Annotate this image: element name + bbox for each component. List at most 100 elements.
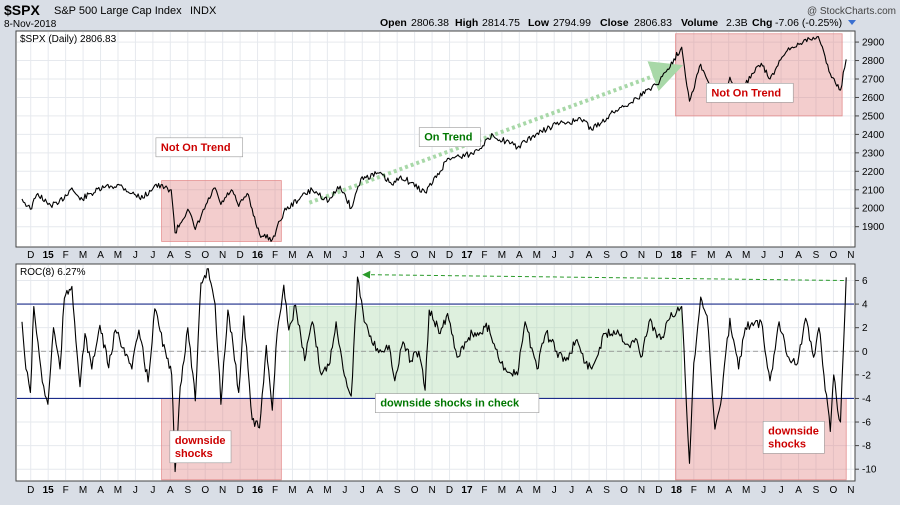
x-tick-label: M	[742, 250, 750, 261]
x-tick-label: S	[184, 250, 191, 261]
annotation-box	[169, 430, 232, 464]
x-tick-label: D	[655, 485, 662, 496]
x-tick-label: N	[638, 250, 645, 261]
x-tick-label: D	[655, 250, 662, 261]
y-tick-label: 4	[862, 300, 868, 311]
x-tick-label: A	[725, 250, 732, 261]
x-tick-label: F	[272, 250, 278, 261]
y-tick-label: 2	[862, 323, 868, 334]
x-tick-label: 16	[252, 250, 264, 261]
x-tick-label: O	[411, 485, 419, 496]
copyright: @ StockCharts.com	[807, 6, 896, 17]
y-tick-label: -8	[862, 441, 871, 452]
x-tick-label: A	[795, 485, 802, 496]
volume-label: Volume	[681, 17, 718, 29]
x-tick-label: M	[707, 485, 715, 496]
x-tick-label: F	[272, 485, 278, 496]
x-tick-label: M	[533, 485, 541, 496]
annotation-box	[762, 421, 825, 454]
x-tick-label: A	[167, 485, 174, 496]
quote-dropdown-icon[interactable]	[848, 20, 856, 25]
x-tick-label: N	[428, 250, 435, 261]
y-tick-label: 0	[862, 347, 868, 358]
x-tick-label: A	[516, 485, 523, 496]
x-tick-label: A	[725, 485, 732, 496]
x-tick-label: S	[603, 485, 610, 496]
shaded-region	[161, 180, 282, 242]
annotation-box	[706, 83, 794, 103]
x-tick-label: D	[446, 485, 453, 496]
x-tick-label: O	[620, 250, 628, 261]
x-tick-label: 15	[43, 485, 55, 496]
x-tick-label: F	[481, 485, 487, 496]
shaded-region	[288, 306, 683, 399]
x-tick-label: J	[133, 485, 138, 496]
volume-value: 2.3B	[726, 17, 748, 29]
annotation-box	[375, 393, 540, 413]
close-value: 2806.83	[634, 17, 672, 29]
x-tick-label: F	[481, 250, 487, 261]
x-tick-label: J	[133, 250, 138, 261]
x-tick-label: M	[498, 250, 506, 261]
x-tick-label: A	[586, 250, 593, 261]
x-tick-label: A	[376, 485, 383, 496]
x-tick-label: A	[307, 250, 314, 261]
price-series-label: $SPX (Daily) 2806.83	[20, 34, 117, 45]
x-tick-label: D	[237, 250, 244, 261]
x-tick-label: S	[603, 250, 610, 261]
low-label: Low	[528, 17, 550, 29]
x-tick-label: 18	[671, 485, 683, 496]
annotation-text: On Trend	[424, 132, 472, 144]
x-tick-label: O	[830, 485, 838, 496]
x-tick-label: N	[428, 485, 435, 496]
x-tick-label: D	[237, 485, 244, 496]
symbol-description: S&P 500 Large Cap Index	[54, 5, 182, 17]
x-tick-label: D	[446, 250, 453, 261]
open-value: 2806.38	[411, 17, 449, 29]
roc-series-label: ROC(8) 6.27%	[20, 267, 86, 278]
y-tick-label: 2900	[862, 38, 885, 49]
x-tick-label: F	[691, 250, 697, 261]
y-tick-label: 2000	[862, 204, 885, 215]
x-tick-label: J	[569, 250, 574, 261]
y-tick-label: 2200	[862, 167, 885, 178]
x-tick-label: M	[79, 250, 87, 261]
x-tick-label: M	[707, 250, 715, 261]
x-tick-label: A	[516, 250, 523, 261]
x-tick-label: S	[813, 250, 820, 261]
y-tick-label: 2600	[862, 93, 885, 104]
x-tick-label: J	[779, 250, 784, 261]
close-label: Close	[600, 17, 629, 29]
y-tick-label: -2	[862, 370, 871, 381]
series-line	[21, 268, 847, 473]
price-plot: 1900 2000 2100 2200 2300 2400 2500 2600 2700 2800…	[17, 32, 885, 246]
x-tick-label: M	[323, 485, 331, 496]
x-tick-label: M	[79, 485, 87, 496]
trend-arrow	[308, 61, 684, 205]
y-tick-label: 1900	[862, 222, 885, 233]
x-tick-label: M	[288, 250, 296, 261]
x-tick-label: N	[219, 250, 226, 261]
x-tick-label: J	[150, 485, 155, 496]
high-label: High	[455, 17, 478, 29]
y-tick-label: 2400	[862, 130, 885, 141]
x-tick-label: J	[761, 485, 766, 496]
x-tick-label: M	[114, 250, 122, 261]
price-x-axis: D 15 F M A M J J A S O N D 16 F M A M J J A S O N D 17 F M A M J J A S O N D…	[27, 250, 854, 261]
y-tick-label: -4	[862, 394, 871, 405]
x-tick-label: J	[342, 485, 347, 496]
trend-arrow	[362, 270, 844, 282]
annotation-text: downside	[175, 435, 226, 447]
x-tick-label: A	[376, 250, 383, 261]
x-tick-label: O	[201, 485, 209, 496]
x-tick-label: O	[830, 250, 838, 261]
shaded-region	[675, 33, 843, 117]
x-tick-label: 15	[43, 250, 55, 261]
symbol: $SPX	[4, 2, 40, 18]
annotation-box	[418, 127, 481, 147]
roc-panel	[15, 263, 856, 482]
annotation-text: shocks	[175, 448, 213, 460]
y-tick-label: -10	[862, 465, 877, 476]
